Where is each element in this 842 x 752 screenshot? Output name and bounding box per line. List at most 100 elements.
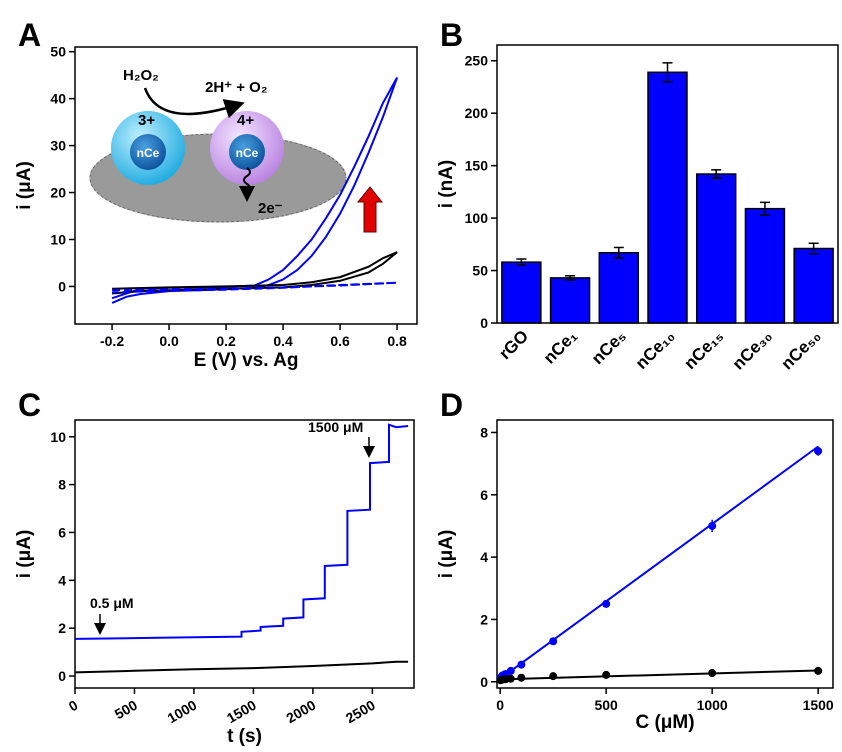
x-tick-label: nCe₅ — [588, 326, 630, 368]
y-tick-label: 200 — [465, 105, 489, 121]
y-tick-label: 100 — [465, 210, 489, 226]
plot-frame — [74, 419, 415, 689]
point — [602, 670, 611, 679]
bar — [549, 277, 591, 324]
bar — [647, 71, 688, 324]
y-tick-label: 8 — [480, 424, 488, 440]
x-axis-title: E (V) vs. Ag — [194, 350, 299, 371]
y-tick-label: 2 — [58, 620, 66, 636]
x-tick-label: 1000 — [697, 697, 728, 713]
y-tick-label: 4 — [58, 572, 66, 588]
x-tick-label: -0.2 — [100, 333, 124, 349]
x-tick-label: 0.0 — [159, 333, 179, 349]
x-tick-label: 0.6 — [330, 333, 350, 349]
error-bar — [711, 169, 722, 179]
bar — [793, 247, 834, 324]
y-tick-label: 0 — [58, 278, 66, 294]
x-tick-label: nCe₁ — [540, 326, 581, 367]
y-axis-title: i (nA) — [436, 160, 457, 209]
y-tick-label: 4 — [480, 549, 488, 565]
x-tick-label: 0 — [66, 697, 81, 715]
fit-line — [500, 669, 819, 681]
y-tick-label: 6 — [58, 524, 66, 540]
data-line — [112, 281, 398, 294]
y-tick-label: 30 — [50, 138, 66, 154]
reactant: H₂O₂ — [123, 67, 159, 84]
fit-line — [499, 445, 819, 680]
bar — [501, 261, 542, 324]
y-tick-label: 2 — [480, 611, 488, 627]
y-tick-label: 0 — [480, 315, 488, 331]
inset: H₂O₂ 2H⁺ + O₂ 3+ 4+ nCe nCe 2e⁻ — [89, 67, 347, 223]
point — [506, 666, 515, 675]
trend-arrow — [356, 186, 384, 233]
error-bar — [516, 258, 527, 267]
panel-label: C — [18, 387, 41, 423]
bar — [598, 251, 640, 324]
y-tick-label: 50 — [50, 44, 66, 60]
y-tick-label: 40 — [50, 91, 66, 107]
plot-frame — [496, 419, 834, 689]
x-tick-label: nCe₅₀ — [777, 326, 824, 373]
x-tick-label: 1500 — [803, 697, 834, 713]
y-axis-title: i (μA) — [14, 161, 35, 210]
panel-label: A — [18, 17, 41, 53]
point — [814, 447, 823, 456]
plot-frame — [74, 46, 418, 325]
data-line — [112, 251, 398, 295]
x-axis-title: t (s) — [227, 726, 262, 747]
annotation-arrows — [94, 437, 375, 635]
ion-label: 3+ — [138, 112, 155, 129]
point — [602, 599, 611, 608]
x-tick-label: nCe₁₀ — [632, 326, 679, 373]
annotation: 1500 μM — [308, 419, 363, 435]
x-tick-label: 500 — [112, 697, 140, 723]
y-tick-label: 0 — [58, 668, 66, 684]
data-line — [74, 423, 409, 640]
point — [517, 660, 526, 669]
panel-label: D — [440, 387, 463, 423]
reaction-arrow — [143, 87, 245, 119]
x-tick-label: 0.2 — [216, 333, 236, 349]
point — [506, 674, 515, 683]
point — [708, 521, 717, 530]
electron-arrow — [239, 167, 255, 202]
particle-core — [229, 134, 265, 170]
x-tick-label: 1500 — [224, 697, 259, 727]
error-bar — [662, 62, 673, 83]
y-axis-title: i (μA) — [14, 530, 35, 579]
error-bar — [808, 242, 819, 255]
particle-label: nCe — [137, 146, 160, 160]
y-tick-label: 0 — [480, 674, 488, 690]
point — [708, 669, 717, 678]
panel-label: B — [440, 17, 463, 53]
annotation: 0.5 μM — [90, 595, 134, 611]
x-tick-label: rGO — [495, 326, 532, 363]
graphene-texture — [89, 133, 347, 223]
bar — [744, 207, 786, 324]
y-tick-label: 10 — [50, 429, 66, 445]
y-tick-label: 20 — [50, 185, 66, 201]
y-tick-label: 6 — [480, 487, 488, 503]
x-tick-label: nCe₃₀ — [729, 326, 776, 373]
y-axis-title: i (μA) — [436, 530, 457, 579]
error-bar — [613, 246, 624, 259]
x-tick-label: nCe₁₅ — [680, 326, 727, 373]
point — [549, 672, 558, 681]
x-tick-label: 0 — [496, 697, 504, 713]
x-tick-label: 500 — [594, 697, 618, 713]
x-tick-label: 2500 — [343, 697, 378, 727]
electron-label: 2e⁻ — [258, 200, 283, 217]
error-bar — [759, 201, 770, 216]
ion-label: 4+ — [237, 112, 254, 129]
data-line — [74, 660, 409, 674]
y-tick-label: 8 — [58, 477, 66, 493]
y-tick-label: 150 — [465, 158, 489, 174]
error-bar — [565, 275, 576, 281]
particle-core — [130, 134, 166, 170]
point — [549, 637, 558, 646]
x-tick-label: 0.8 — [387, 333, 407, 349]
bar — [695, 173, 737, 324]
